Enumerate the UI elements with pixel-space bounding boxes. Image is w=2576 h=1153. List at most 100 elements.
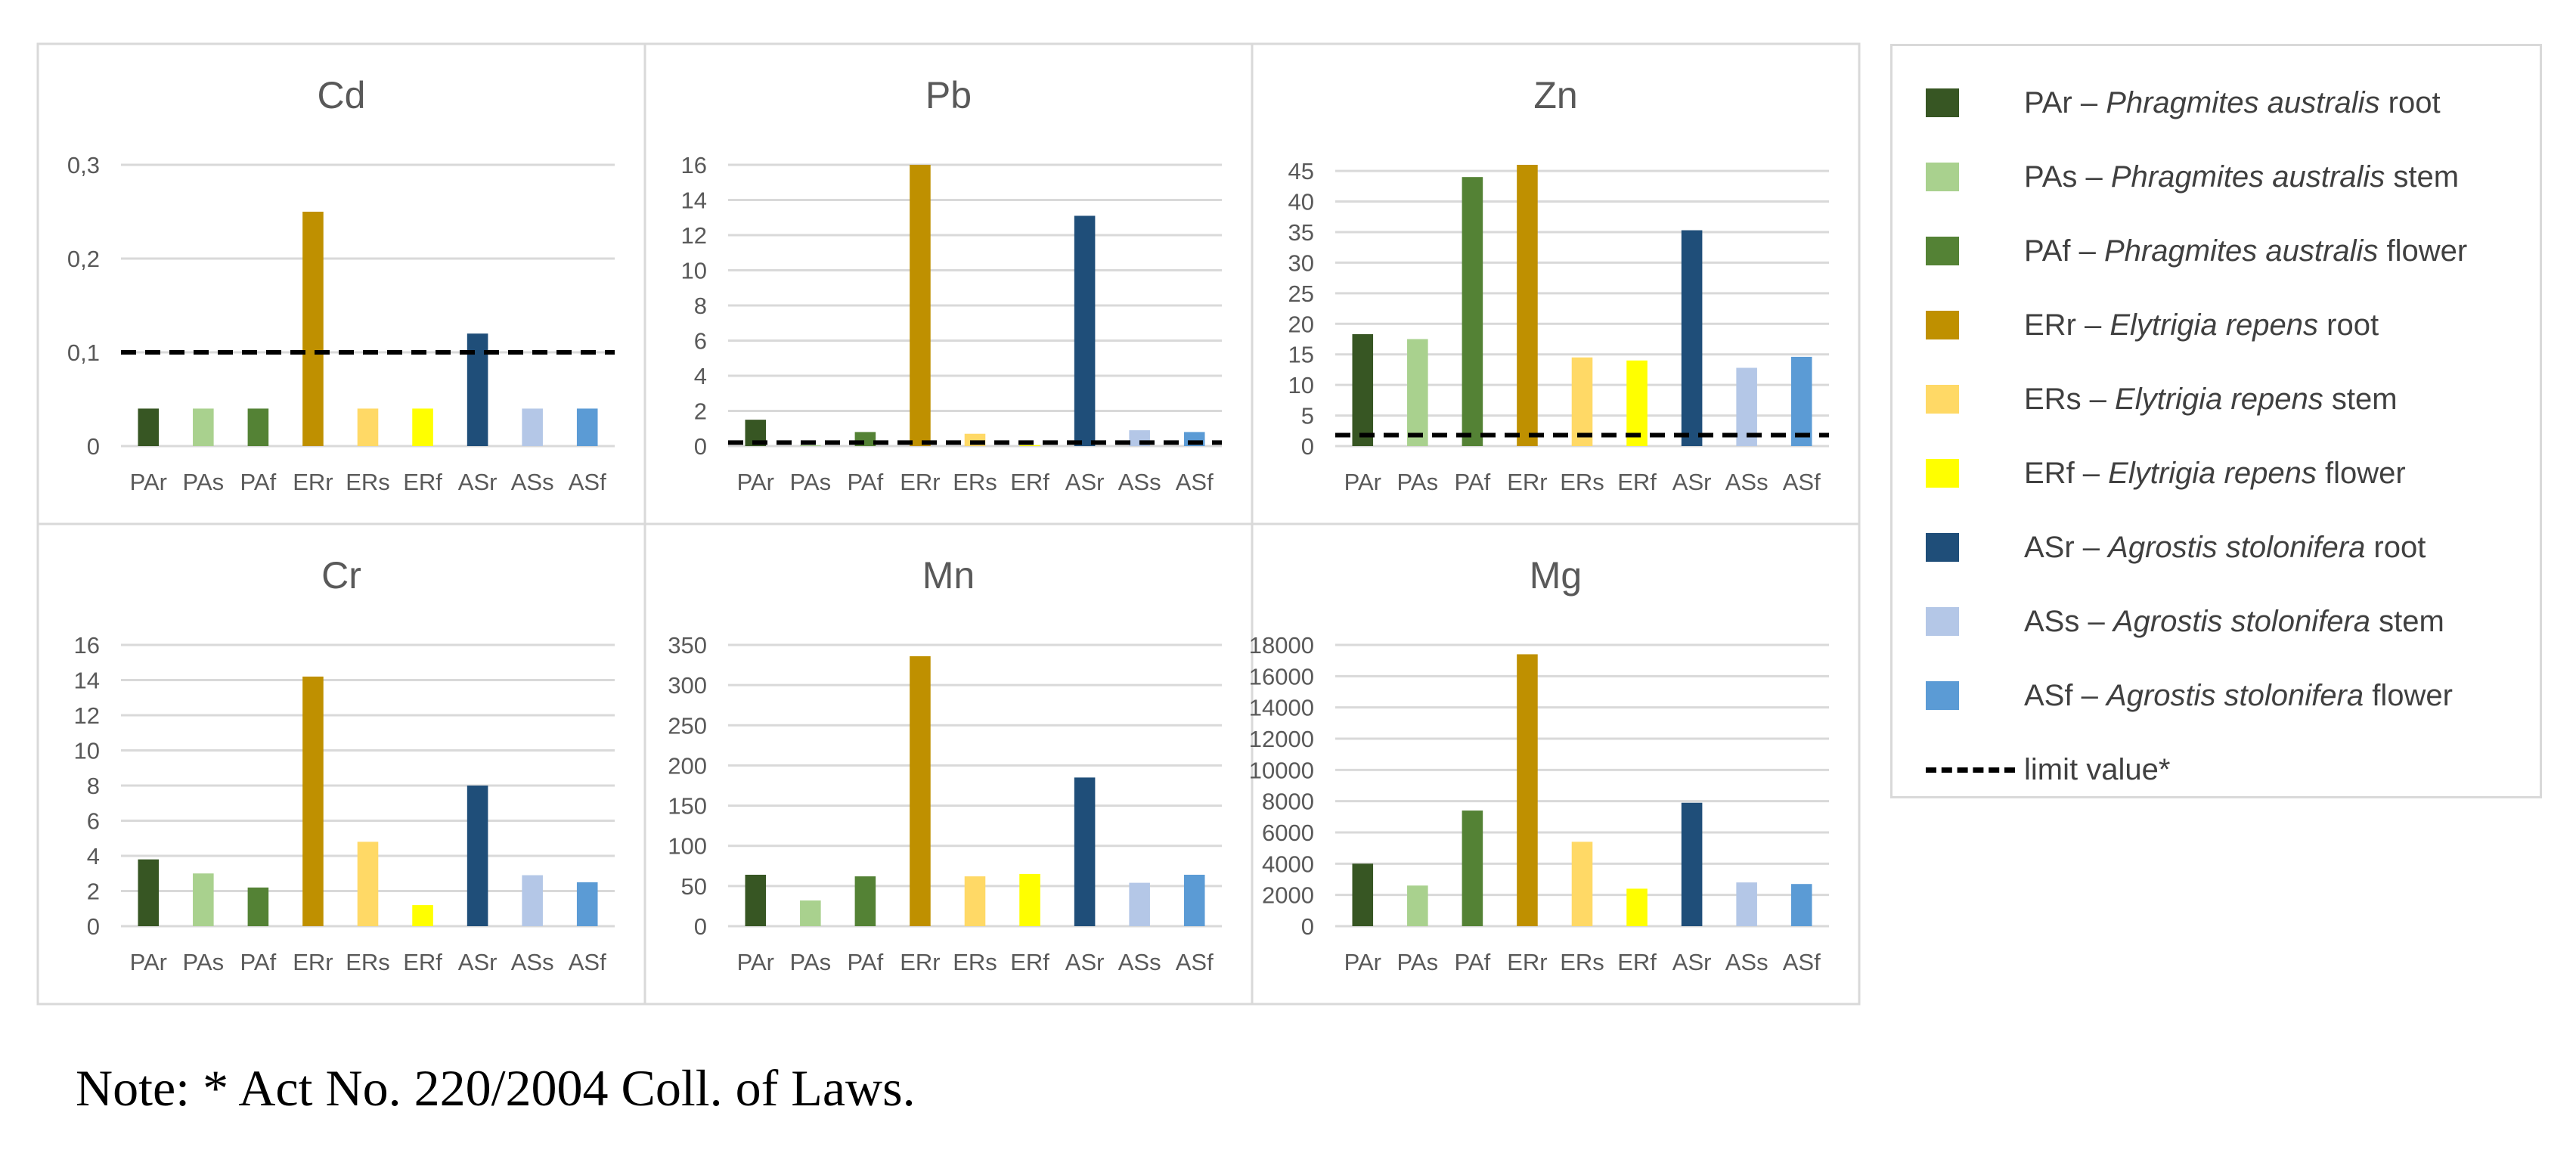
bar-zn-pas — [1407, 339, 1428, 446]
bar-cd-paf — [247, 408, 269, 446]
legend-item-pas: PAs – Phragmites australis stem — [1926, 150, 2459, 203]
bar-cd-par — [138, 408, 160, 446]
xtick-label-mg-ers: ERs — [1560, 949, 1604, 975]
xtick-label-mn-par: PAr — [737, 949, 774, 975]
bar-cd-ass — [522, 408, 543, 446]
ytick-label-zn: 20 — [1288, 311, 1314, 337]
bar-mn-erf — [1019, 873, 1040, 926]
ytick-label-mn: 50 — [681, 873, 707, 900]
bar-pb-asr — [1074, 215, 1096, 446]
ytick-label-mn: 150 — [668, 793, 707, 820]
legend: PAr – Phragmites australis root PAs – Ph… — [1890, 44, 2542, 798]
bar-mn-par — [745, 874, 767, 926]
ytick-label-cr: 8 — [87, 773, 100, 799]
bar-pb-pas — [800, 445, 821, 446]
legend-item-par: PAr – Phragmites australis root — [1926, 76, 2441, 129]
xtick-label-zn-par: PAr — [1344, 469, 1381, 495]
xtick-label-zn-err: ERr — [1507, 469, 1547, 495]
xtick-label-pb-asf: ASf — [1176, 469, 1214, 495]
xtick-label-pb-ass: ASs — [1118, 469, 1161, 495]
ytick-label-zn: 25 — [1288, 281, 1314, 307]
bar-mg-asr — [1681, 802, 1703, 926]
xtick-label-mn-asr: ASr — [1065, 949, 1105, 975]
xtick-label-cd-erf: ERf — [403, 469, 442, 495]
xtick-label-cd-err: ERr — [293, 469, 333, 495]
xtick-label-mg-erf: ERf — [1617, 949, 1657, 975]
bar-zn-paf — [1462, 177, 1483, 446]
xtick-label-cr-pas: PAs — [183, 949, 225, 975]
ytick-label-cr: 14 — [74, 668, 100, 694]
ytick-label-cr: 10 — [74, 738, 100, 764]
xtick-label-mn-paf: PAf — [848, 949, 884, 975]
bar-zn-par — [1352, 334, 1374, 446]
xtick-label-zn-erf: ERf — [1617, 469, 1657, 495]
bar-cd-err — [302, 212, 324, 446]
bar-mg-asf — [1790, 884, 1812, 926]
bar-mn-ass — [1129, 882, 1150, 926]
chart-title-zn: Zn — [1533, 74, 1577, 116]
xtick-label-cd-ers: ERs — [346, 469, 390, 495]
ytick-label-mg: 6000 — [1262, 820, 1314, 846]
xtick-label-cr-erf: ERf — [403, 949, 442, 975]
xtick-label-cr-err: ERr — [293, 949, 333, 975]
ytick-label-mn: 0 — [694, 913, 707, 940]
legend-swatch-err — [1926, 311, 1959, 339]
xtick-label-pb-pas: PAs — [790, 469, 832, 495]
legend-swatch-asr — [1926, 533, 1959, 562]
bar-cr-asr — [467, 786, 488, 926]
bar-mn-pas — [800, 900, 821, 926]
xtick-label-zn-asf: ASf — [1783, 469, 1821, 495]
bar-cd-erf — [412, 408, 433, 446]
legend-item-asr: ASr – Agrostis stolonifera root — [1926, 521, 2426, 574]
xtick-label-cd-par: PAr — [130, 469, 167, 495]
ytick-label-mn: 350 — [668, 632, 707, 659]
bar-zn-erf — [1626, 360, 1648, 446]
bar-mg-ass — [1736, 882, 1757, 926]
legend-item-erf: ERf – Elytrigia repens flower — [1926, 447, 2406, 500]
ytick-label-pb: 2 — [694, 398, 707, 425]
ytick-label-cr: 12 — [74, 702, 100, 729]
ytick-label-pb: 6 — [694, 328, 707, 355]
xtick-label-cr-ers: ERs — [346, 949, 390, 975]
xtick-label-mg-pas: PAs — [1397, 949, 1439, 975]
legend-limit-dash — [1926, 767, 2015, 773]
chart-title-cr: Cr — [321, 554, 361, 597]
bar-mg-pas — [1407, 885, 1428, 926]
legend-item-ers: ERs – Elytrigia repens stem — [1926, 373, 2398, 426]
xtick-label-zn-pas: PAs — [1397, 469, 1439, 495]
xtick-label-pb-par: PAr — [737, 469, 774, 495]
xtick-label-cr-par: PAr — [130, 949, 167, 975]
ytick-label-cr: 2 — [87, 879, 100, 905]
ytick-label-pb: 8 — [694, 293, 707, 319]
bar-cr-pas — [193, 873, 214, 926]
xtick-label-mg-par: PAr — [1344, 949, 1381, 975]
bar-cd-ers — [357, 408, 379, 446]
panel-mg — [1251, 522, 1861, 1006]
ytick-label-cd: 0,3 — [67, 152, 100, 178]
ytick-label-pb: 16 — [681, 152, 707, 178]
xtick-label-mn-ass: ASs — [1118, 949, 1161, 975]
charts-grid: Cd 0 0,1 0,2 0,3 PAr PAs PAf ERr ERs ERf ASr ASs ASf P… — [36, 42, 1861, 1006]
ytick-label-zn: 40 — [1288, 189, 1314, 215]
xtick-label-mg-ass: ASs — [1725, 949, 1768, 975]
bar-zn-err — [1517, 165, 1538, 446]
xtick-label-mg-asr: ASr — [1672, 949, 1712, 975]
ytick-label-mg: 18000 — [1249, 632, 1314, 659]
ytick-label-cr: 6 — [87, 808, 100, 835]
xtick-label-mn-err: ERr — [900, 949, 940, 975]
bar-mn-paf — [854, 876, 876, 926]
ytick-label-mn: 250 — [668, 712, 707, 739]
ytick-label-pb: 14 — [681, 188, 707, 214]
bar-mg-erf — [1626, 888, 1648, 926]
bar-mn-err — [910, 656, 931, 926]
ytick-label-cd: 0,2 — [67, 246, 100, 272]
ytick-label-zn: 5 — [1301, 403, 1314, 429]
xtick-label-mg-paf: PAf — [1455, 949, 1491, 975]
bar-mg-err — [1517, 654, 1538, 926]
ytick-label-mg: 8000 — [1262, 789, 1314, 815]
bar-mg-par — [1352, 863, 1374, 926]
ytick-label-pb: 4 — [694, 363, 707, 389]
xtick-label-cd-paf: PAf — [240, 469, 277, 495]
xtick-label-pb-err: ERr — [900, 469, 940, 495]
chart-title-pb: Pb — [925, 74, 972, 116]
